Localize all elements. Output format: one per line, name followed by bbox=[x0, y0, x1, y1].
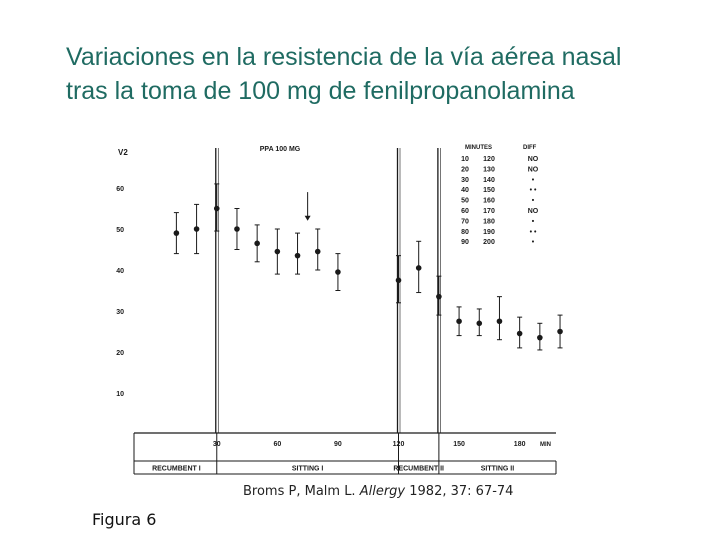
table-header-minutes: MINUTES bbox=[465, 145, 492, 151]
table-cell-minute-a: 10 bbox=[461, 156, 469, 163]
y-tick-label: 60 bbox=[116, 186, 124, 193]
table-cell-minute-b: 170 bbox=[483, 208, 495, 215]
data-point bbox=[476, 320, 483, 327]
divider-layer bbox=[215, 148, 441, 433]
table-cell-minute-b: 200 bbox=[483, 239, 495, 246]
table-cell-diff: NO bbox=[528, 208, 539, 215]
data-point bbox=[557, 328, 563, 335]
phase-label: RECUMBENT II bbox=[393, 466, 444, 473]
slide-title: Variaciones en la resistencia de la vía … bbox=[66, 40, 706, 108]
data-point bbox=[516, 330, 523, 337]
data-point bbox=[274, 248, 281, 255]
x-tick-label: 90 bbox=[334, 441, 342, 448]
diff-table: MINUTES DIFF 10 120 NO 20 130 NO 30 140 • 40 150 • • 5… bbox=[461, 145, 539, 246]
table-cell-minute-a: 70 bbox=[461, 218, 469, 225]
table-cell-diff: • bbox=[532, 239, 535, 246]
citation-authors: Broms P, Malm L. bbox=[243, 484, 356, 499]
table-cell-minute-b: 130 bbox=[483, 166, 495, 173]
data-point bbox=[193, 226, 200, 232]
title-line-2: tras la toma de 100 mg de fenilpropanola… bbox=[66, 77, 575, 105]
annotation-layer: PPA 100 MG bbox=[260, 146, 311, 221]
x-unit-label: MIN bbox=[540, 442, 551, 448]
data-point bbox=[537, 334, 543, 341]
data-point bbox=[254, 240, 260, 247]
table-cell-minute-a: 20 bbox=[461, 166, 469, 173]
data-point bbox=[173, 230, 180, 236]
table-cell-minute-b: 160 bbox=[483, 198, 495, 205]
y-tick-label: 50 bbox=[116, 227, 124, 234]
y-tick-label: 20 bbox=[116, 350, 124, 357]
data-point bbox=[234, 226, 240, 232]
title-line-1: Variaciones en la resistencia de la vía … bbox=[66, 43, 622, 71]
data-point bbox=[456, 318, 462, 325]
table-cell-diff: • bbox=[532, 177, 535, 184]
citation: Broms P, Malm L. Allergy 1982, 37: 67-74 bbox=[243, 484, 513, 499]
x-tick-label: 180 bbox=[514, 441, 526, 448]
table-cell-diff: • bbox=[532, 198, 535, 205]
data-point bbox=[415, 265, 422, 271]
figure-label: Figura 6 bbox=[92, 510, 157, 529]
data-point bbox=[335, 269, 341, 275]
y-axis-label: V2 bbox=[118, 148, 128, 157]
data-point bbox=[436, 293, 442, 300]
phase-label: RECUMBENT I bbox=[152, 466, 201, 473]
x-tick-label: 60 bbox=[273, 441, 281, 448]
table-cell-diff: NO bbox=[528, 166, 539, 173]
data-point bbox=[294, 252, 301, 259]
table-cell-minute-a: 50 bbox=[461, 198, 469, 205]
table-cell-diff: • • bbox=[530, 229, 537, 236]
table-header-diff: DIFF bbox=[523, 145, 537, 151]
phase-label: SITTING I bbox=[292, 466, 324, 473]
x-tick-label: 150 bbox=[453, 441, 465, 448]
table-cell-minute-b: 190 bbox=[483, 229, 495, 236]
table-cell-minute-a: 90 bbox=[461, 239, 469, 246]
table-cell-minute-b: 140 bbox=[483, 177, 495, 184]
table-cell-minute-b: 120 bbox=[483, 156, 495, 163]
data-point bbox=[496, 318, 503, 325]
y-tick-label: 30 bbox=[116, 309, 124, 316]
table-cell-minute-b: 180 bbox=[483, 218, 495, 225]
phase-bar: RECUMBENT I SITTING I RECUMBENT II SITTING … bbox=[133, 433, 557, 475]
table-cell-diff: • • bbox=[530, 187, 537, 194]
data-layer bbox=[173, 183, 563, 351]
y-tick-label: 10 bbox=[116, 391, 124, 398]
data-point bbox=[314, 248, 321, 255]
table-cell-minute-b: 150 bbox=[483, 187, 495, 194]
data-point bbox=[213, 205, 220, 212]
table-cell-minute-a: 30 bbox=[461, 177, 469, 184]
annotation-arrowhead bbox=[304, 215, 311, 221]
table-cell-diff: • bbox=[532, 218, 535, 225]
axis-layer: V2 10 20 30 40 50 60 30 60 90 120 150 180 MIN bbox=[116, 148, 556, 448]
citation-rest: 1982, 37: 67-74 bbox=[409, 484, 514, 499]
table-cell-minute-a: 40 bbox=[461, 187, 469, 194]
citation-journal: Allergy bbox=[359, 484, 406, 499]
table-cell-minute-a: 80 bbox=[461, 229, 469, 236]
phase-label: SITTING II bbox=[481, 466, 515, 473]
y-tick-label: 40 bbox=[116, 268, 124, 275]
data-point bbox=[395, 277, 402, 284]
table-cell-minute-a: 60 bbox=[461, 208, 469, 215]
annotation-label: PPA 100 MG bbox=[260, 146, 301, 153]
table-cell-diff: NO bbox=[528, 156, 539, 163]
